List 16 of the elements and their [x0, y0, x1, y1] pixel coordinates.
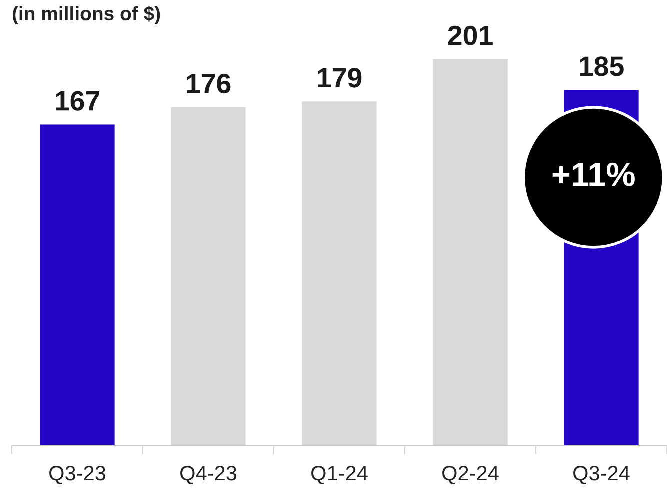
data-label: 179 — [318, 68, 362, 88]
x-tick-label: Q4-23 — [180, 466, 237, 484]
x-tick-label: Q2-24 — [442, 466, 499, 484]
annotation: +11% — [552, 162, 635, 186]
x-tick-label: Q1-24 — [312, 466, 368, 484]
chart-subtitle: (in millions of $) — [12, 6, 160, 24]
data-label: 167 — [56, 91, 100, 111]
data-label: 185 — [580, 56, 624, 76]
data-label: 176 — [187, 74, 231, 94]
data-label: 201 — [448, 26, 493, 46]
bar — [171, 107, 246, 446]
bar — [433, 59, 508, 446]
x-tick-label: Q3-24 — [574, 466, 630, 484]
x-tick-label: Q3-23 — [50, 466, 106, 484]
bar — [40, 124, 115, 446]
bar — [302, 102, 377, 446]
